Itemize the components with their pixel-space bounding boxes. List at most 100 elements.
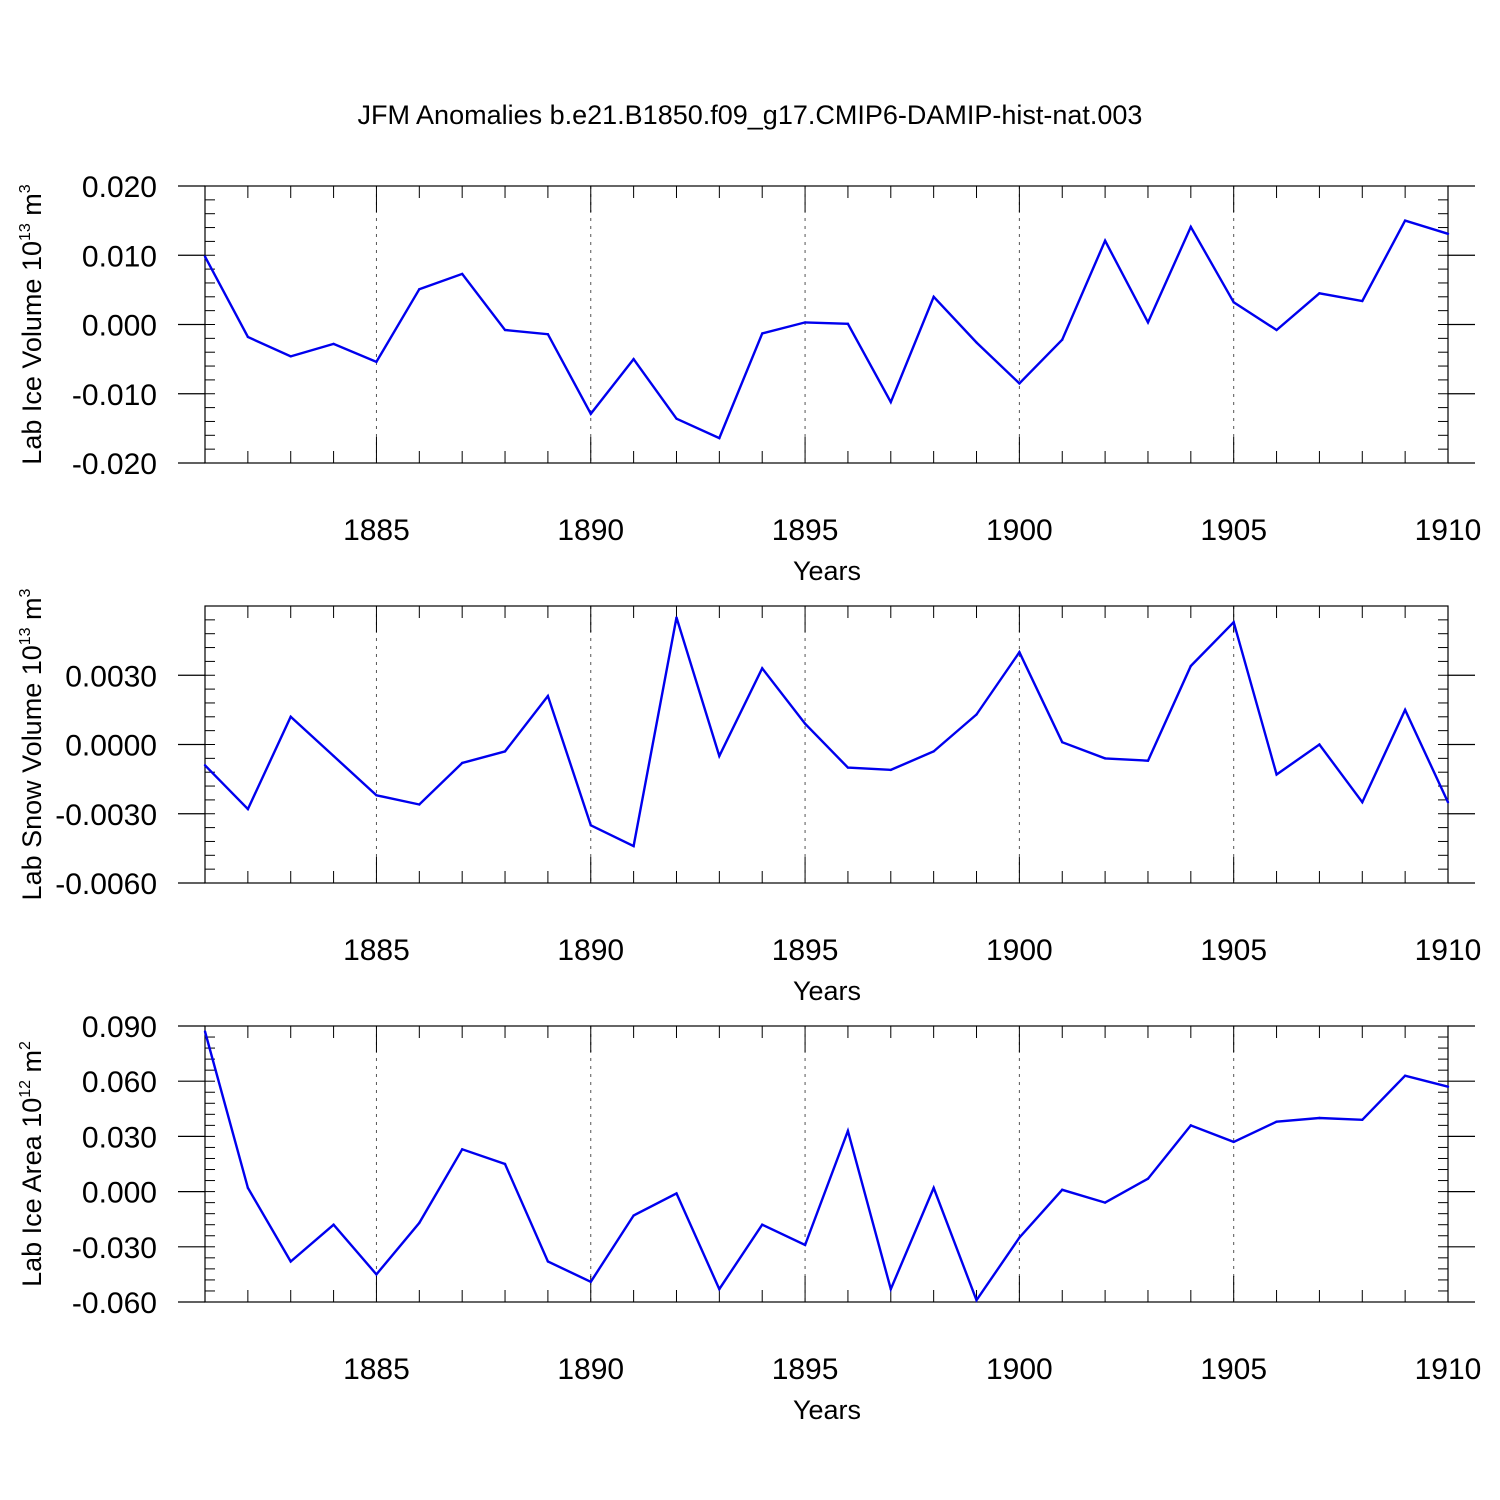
x-tick-label: 1890 [557,934,624,967]
y-axis-label-unit-exponent: 2 [17,1041,34,1050]
y-axis-label-text: Lab Ice Area 10 [17,1098,47,1287]
data-point [1018,650,1021,654]
figure-title: JFM Anomalies b.e21.B1850.f09_g17.CMIP6-… [358,100,1143,130]
x-tick-label: 1900 [986,514,1053,547]
data-point [546,332,550,336]
y-axis-label-exponent: 13 [17,223,34,241]
y-axis-label-unit: m [17,1050,47,1080]
y-axis-label-unit-exponent: 3 [17,184,34,193]
data-point [1189,225,1193,229]
data-point [889,400,892,404]
y-axis-label-unit: m [17,193,47,223]
data-point [1446,801,1450,804]
data-point [1403,1074,1407,1077]
series-line [204,617,1450,848]
data-point [975,1298,978,1302]
data-point [1318,1116,1321,1120]
data-point [1232,1140,1235,1144]
data-point [632,844,635,848]
x-tick-label: 1900 [986,1353,1053,1386]
data-point [246,1186,250,1190]
x-tick-label: 1885 [343,1353,410,1386]
data-point [761,1223,764,1226]
data-point [1189,664,1193,668]
chart-panel-2: -0.0060 -0.0030 0.0000 0.0030 1885 1890 1895 19… [17,588,1481,1006]
data-point [1146,759,1150,762]
data-point [289,715,292,718]
data-point [203,764,207,767]
data-point [546,1260,550,1263]
x-tick-label: 1885 [343,934,410,967]
data-point [375,794,378,797]
y-tick-label: 0.000 [82,310,157,343]
data-point [589,1280,592,1283]
data-point [803,321,807,324]
data-point [975,713,978,716]
series-line [203,219,1449,440]
plot-frame [204,185,1449,464]
y-tick-label: 0.0000 [65,730,157,763]
data-point [975,341,978,344]
y-axis-label-text: Lab Snow Volume 10 [17,645,47,900]
data-point [460,272,464,276]
y-tick-label: 0.090 [82,1011,157,1044]
y-tick-label: -0.010 [72,379,157,412]
data-point [803,1243,807,1247]
chart-panel-1: -0.020 -0.010 0.000 0.010 0.020 1885 1890 1895 1… [17,171,1481,586]
data-point [589,412,592,416]
x-tick-label: 1905 [1200,514,1267,547]
data-point [1146,1177,1150,1180]
y-tick-label: 0.000 [82,1177,157,1210]
data-point [675,1192,678,1195]
data-point [1361,801,1364,804]
data-point [1061,740,1064,744]
data-point [1403,708,1407,712]
data-point [246,335,250,339]
data-point [332,342,335,346]
y-tick-label: 0.010 [82,240,157,273]
y-axis-label-unit-exponent: 3 [17,588,34,597]
data-point [1232,620,1235,624]
y-tick-label: -0.0030 [55,799,157,832]
chart-panel-3: -0.060 -0.030 0.000 0.030 0.060 0.090 1885 1890… [17,1011,1481,1425]
y-axis-label: Lab Snow Volume 1013 m3 [17,588,47,900]
y-axis-label-text: Lab Ice Volume 10 [17,241,47,465]
x-tick-label: 1905 [1200,934,1267,967]
x-axis-label: Years [793,976,861,1006]
data-point [1103,239,1107,242]
data-point [846,322,850,326]
data-point [718,754,721,758]
data-point [1446,232,1450,235]
data-point [803,722,807,725]
data-point [503,750,507,753]
y-tick-label: -0.060 [72,1287,157,1320]
data-point [1361,299,1364,303]
data-point [418,1221,421,1225]
data-point [375,360,378,364]
data-point [1361,1118,1364,1122]
data-point [632,357,635,361]
y-tick-label: 0.030 [82,1121,157,1154]
x-tick-label: 1895 [772,514,839,547]
y-axis-label-unit: m [17,597,47,627]
y-axis-label: Lab Ice Area 1012 m2 [17,1041,47,1287]
x-tick-label: 1910 [1415,934,1482,967]
data-point [1018,382,1021,385]
data-point [1061,1188,1064,1191]
data-point [932,750,935,753]
data-point [1318,292,1321,295]
data-point [889,1287,892,1291]
data-point [1318,743,1321,746]
data-point [889,768,892,772]
y-tick-label: 0.020 [82,171,157,204]
data-point [289,355,292,358]
x-tick-label: 1910 [1415,1353,1482,1386]
data-point [589,824,592,827]
data-point [1275,328,1278,332]
data-point [203,1030,207,1033]
data-point [1446,1085,1450,1088]
y-tick-label: -0.030 [72,1232,157,1265]
data-point [1103,757,1107,760]
data-point [932,295,935,298]
data-point [1275,1120,1278,1123]
